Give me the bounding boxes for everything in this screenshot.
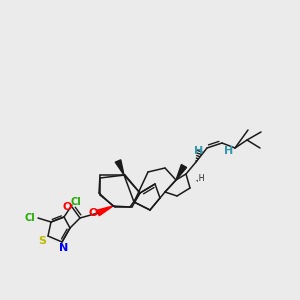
Text: H: H <box>224 146 234 156</box>
Text: H: H <box>194 146 204 156</box>
Text: S: S <box>38 236 46 246</box>
Polygon shape <box>115 160 124 175</box>
Polygon shape <box>97 206 113 216</box>
Text: N: N <box>59 243 69 253</box>
Text: Cl: Cl <box>25 213 35 223</box>
Text: .,H: .,H <box>194 173 205 182</box>
Polygon shape <box>176 164 187 180</box>
Text: O: O <box>88 208 98 218</box>
Text: O: O <box>62 202 72 212</box>
Text: Cl: Cl <box>70 197 81 207</box>
